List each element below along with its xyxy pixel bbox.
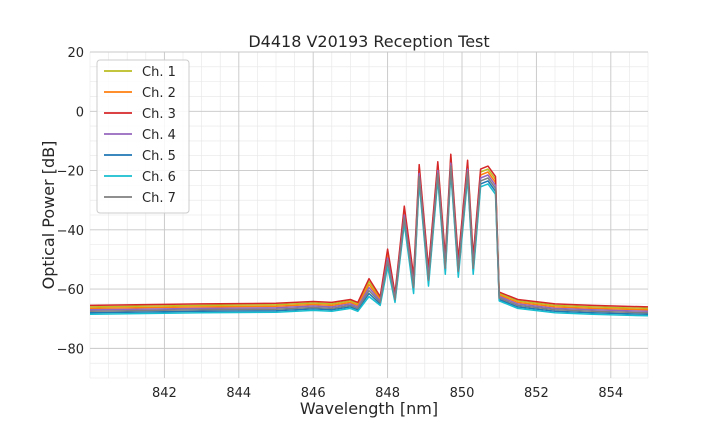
legend-label: Ch. 5 — [142, 149, 176, 164]
series-layer — [89, 153, 649, 317]
x-tick-label: 852 — [524, 386, 549, 401]
tick-labels: 842 844 846 848 850 852 854 −80 −60 −40 −20 0 20 — [57, 46, 624, 401]
series-line — [89, 165, 649, 314]
legend-label: Ch. 4 — [142, 128, 176, 143]
y-tick-label: 20 — [67, 46, 84, 61]
y-tick-label: 0 — [76, 105, 84, 120]
chart-title: D4418 V20193 Reception Test — [248, 32, 489, 51]
x-tick-label: 842 — [152, 386, 177, 401]
y-tick-label: −80 — [57, 342, 84, 357]
x-tick-label: 854 — [598, 386, 623, 401]
x-tick-label: 844 — [226, 386, 251, 401]
legend-label: Ch. 2 — [142, 86, 176, 101]
x-tick-label: 850 — [450, 386, 475, 401]
legend-label: Ch. 6 — [142, 170, 176, 185]
legend-label: Ch. 7 — [142, 191, 176, 206]
x-tick-label: 846 — [301, 386, 326, 401]
legend-label: Ch. 1 — [142, 65, 176, 80]
legend: Ch. 1 Ch. 2 Ch. 3 Ch. 4 Ch. 5 Ch. 6 Ch. 7 — [96, 59, 190, 214]
y-tick-label: −60 — [57, 283, 84, 298]
x-axis-label: Wavelength [nm] — [300, 399, 438, 418]
y-tick-label: −40 — [57, 224, 84, 239]
y-tick-label: −20 — [57, 165, 84, 180]
legend-frame — [96, 59, 190, 214]
y-axis-label: Optical Power [dB] — [39, 141, 58, 290]
legend-label: Ch. 3 — [142, 107, 176, 122]
x-tick-label: 848 — [375, 386, 400, 401]
